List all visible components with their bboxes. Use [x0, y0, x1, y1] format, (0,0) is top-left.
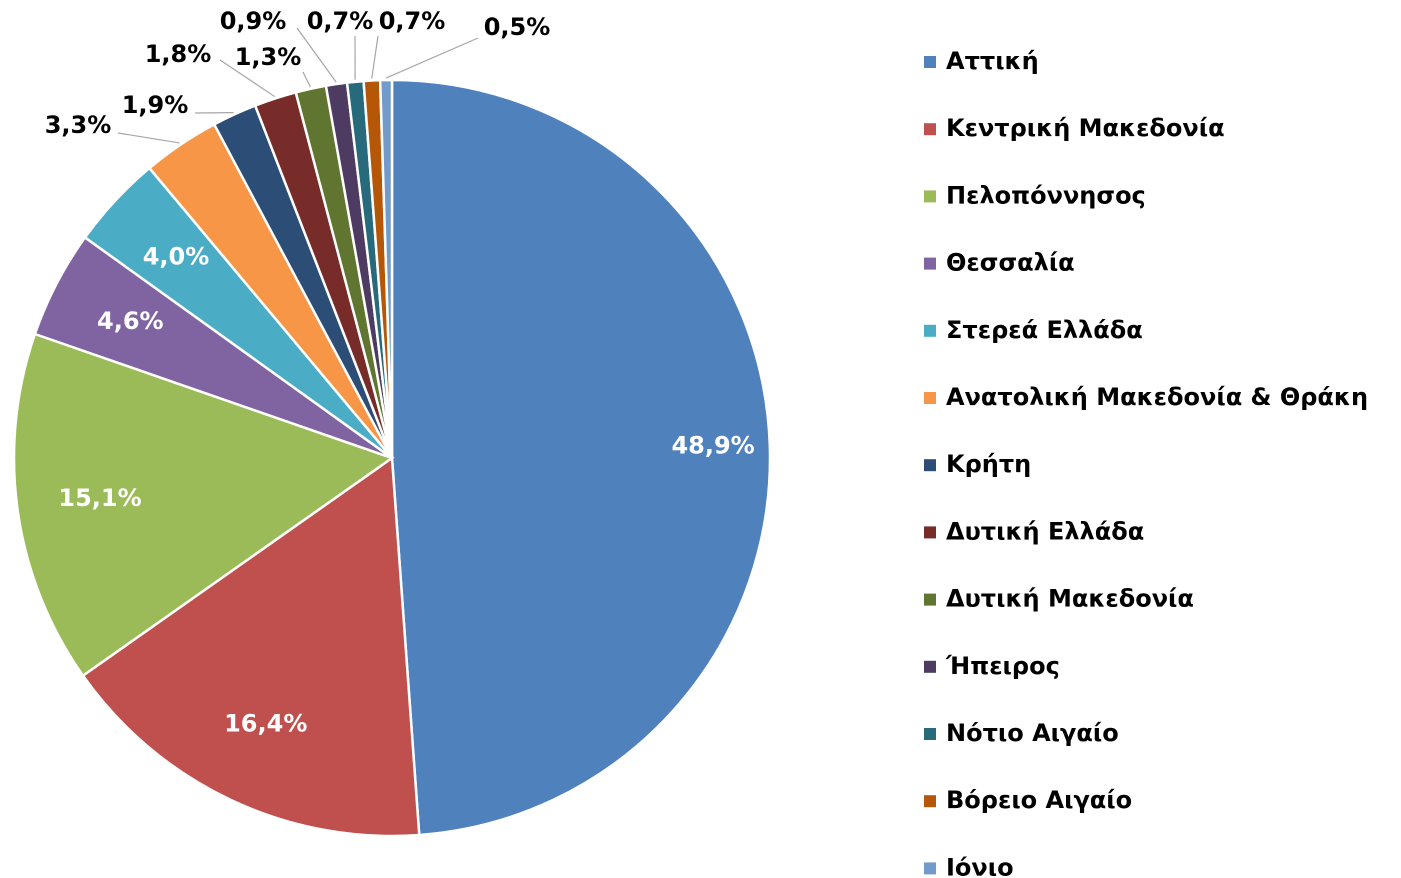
pie-slice [390, 78, 772, 837]
legend-swatch [924, 795, 936, 808]
legend-label: Βόρειο Αιγαίο [946, 786, 1132, 814]
legend-swatch [924, 593, 936, 606]
legend-label: Πελοπόννησος [946, 181, 1146, 209]
legend-label: Ανατολική Μακεδονία & Θράκη [946, 383, 1368, 411]
pie-slice [12, 332, 395, 678]
legend-label: Κρήτη [946, 450, 1031, 478]
legend-label: Θεσσαλία [946, 249, 1075, 277]
leader-line [385, 37, 479, 79]
data-label: 0,9% [220, 7, 287, 35]
data-label: 4,6% [97, 307, 164, 335]
data-label: 0,7% [307, 7, 374, 35]
legend-label: Δυτική Μακεδονία [946, 585, 1194, 613]
legend-swatch [924, 728, 936, 740]
leader-line [117, 132, 180, 144]
data-label: 1,8% [145, 40, 212, 68]
data-label: 4,0% [143, 242, 210, 270]
legend-swatch [924, 123, 936, 136]
legend-label: Ήπειρος [945, 652, 1060, 680]
leader-line [371, 35, 379, 79]
legend-label: Κεντρική Μακεδονία [946, 114, 1225, 142]
legend-label: Ιόνιο [946, 853, 1014, 878]
legend-label: Στερεά Ελλάδα [946, 316, 1143, 344]
data-label: 15,1% [58, 484, 141, 512]
data-label: 1,3% [235, 43, 302, 71]
leader-line [302, 71, 311, 88]
legend-label: Νότιο Αιγαίο [946, 719, 1119, 747]
legend-swatch [924, 257, 936, 270]
legend-swatch [924, 190, 936, 203]
leader-line [219, 59, 276, 98]
legend-swatch [924, 324, 936, 337]
pie-slice [81, 455, 421, 838]
data-label: 48,9% [671, 431, 754, 459]
data-label: 3,3% [45, 111, 112, 139]
legend-swatch [924, 526, 936, 539]
data-label: 0,7% [379, 7, 446, 35]
legend-label: Αττική [946, 47, 1039, 75]
data-label: 0,5% [484, 13, 551, 41]
data-label: 16,4% [224, 709, 307, 737]
pie-slice [378, 78, 394, 459]
legend-swatch [924, 392, 936, 404]
leader-line [296, 27, 337, 83]
data-label: 1,9% [122, 91, 189, 119]
legend-label: Δυτική Ελλάδα [946, 517, 1144, 545]
legend-swatch [924, 862, 936, 875]
legend-swatch [924, 660, 936, 673]
legend-swatch [924, 459, 936, 472]
legend-swatch [924, 56, 936, 68]
